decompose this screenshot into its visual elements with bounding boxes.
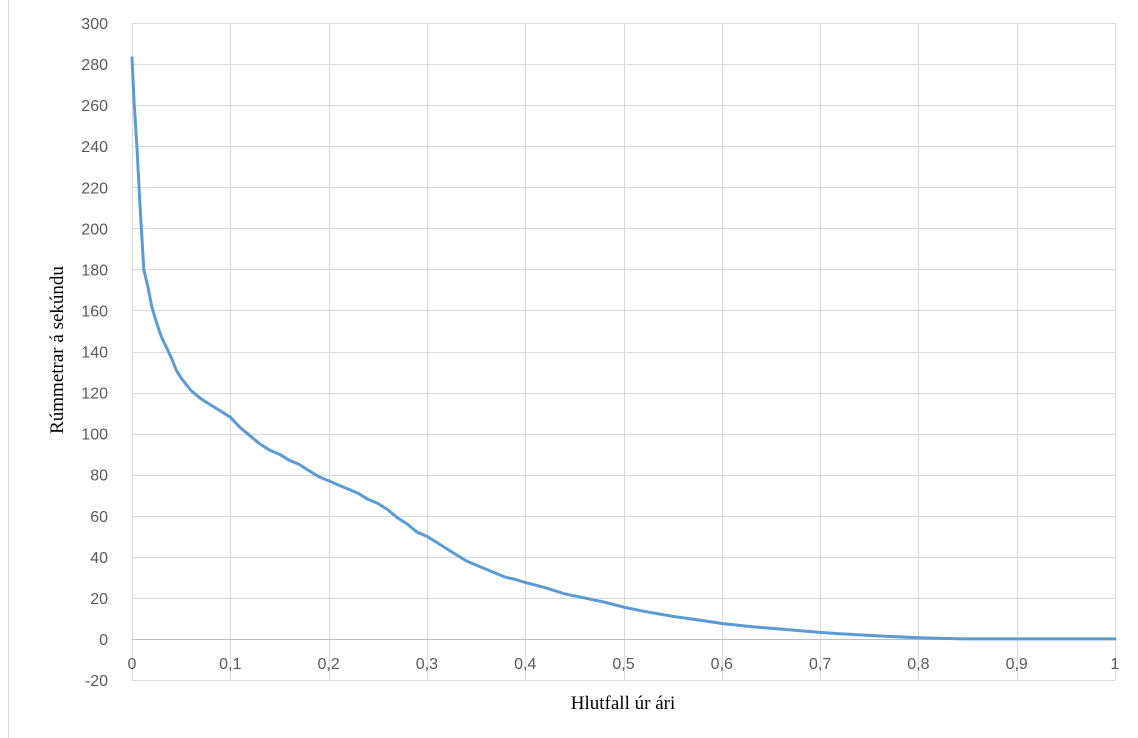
y-tick-label: 180 [81,262,108,279]
y-tick-label: 20 [90,591,108,608]
y-tick-label: 240 [81,139,108,156]
y-tick-label: 120 [81,386,108,403]
y-tick-label: 100 [81,427,108,444]
x-tick-label: 0,6 [711,656,733,673]
y-tick-label: 260 [81,98,108,115]
x-tick-label: 0,9 [1006,656,1028,673]
y-tick-label: 140 [81,345,108,362]
x-tick-label: 0,2 [317,656,339,673]
y-tick-label: -20 [85,673,108,690]
x-axis-title: Hlutfall úr ári [571,693,675,714]
x-tick-label: 0,7 [809,656,831,673]
x-tick-label: 0,1 [219,656,241,673]
x-tick-label: 0,4 [514,656,536,673]
horizontal-gridlines [132,23,1115,681]
y-tick-labels: -20 0 20 40 60 80 100 120 140 160 180 200 220 240 260 2… [81,16,108,690]
series-layer [130,56,1117,641]
frame-border [8,0,9,738]
y-tick-label: 280 [81,57,108,74]
y-tick-label: 200 [81,221,108,238]
y-axis-title: Rúmmetrar á sekúndu [47,266,68,434]
vertical-gridlines [132,23,1116,680]
y-tick-label: 40 [90,550,108,567]
y-tick-label: 300 [81,16,108,33]
x-tick-label: 0 [128,656,137,673]
x-tick-label: 0,5 [612,656,634,673]
series-line [130,56,1117,641]
x-tick-label: 0,8 [907,656,929,673]
y-tick-label: 80 [90,468,108,485]
y-tick-label: 0 [99,632,108,649]
x-tick-label: 1 [1111,656,1120,673]
y-tick-label: 160 [81,303,108,320]
x-tick-labels: 0 0,1 0,2 0,3 0,4 0,5 0,6 0,7 0,8 0,9 1 [128,656,1120,673]
x-tick-label: 0,3 [416,656,438,673]
y-tick-label: 220 [81,180,108,197]
y-tick-label: 60 [90,509,108,526]
